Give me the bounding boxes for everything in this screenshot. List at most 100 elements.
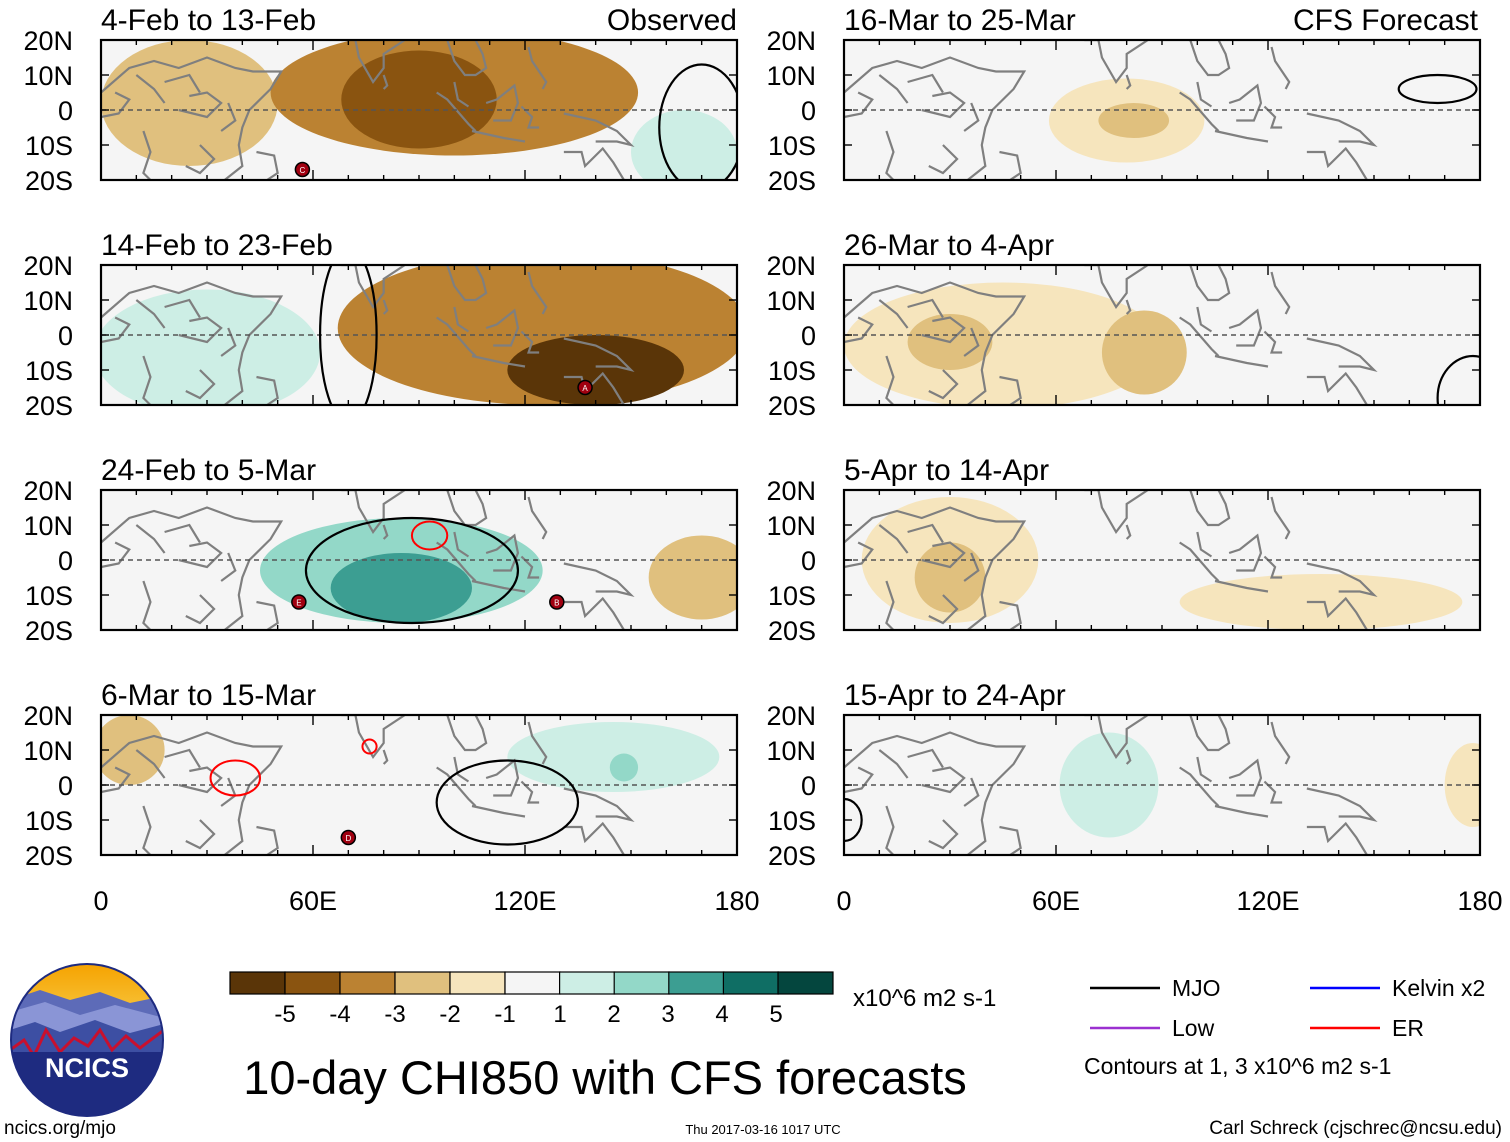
coastline [436, 316, 477, 357]
coastline [1084, 490, 1152, 534]
lon-tick: 0 [836, 886, 851, 916]
anomaly-region [507, 722, 720, 792]
anomaly-region [914, 542, 986, 613]
lat-tick: 10S [768, 581, 816, 611]
coastline [921, 541, 966, 569]
lat-tick: 20N [23, 476, 73, 506]
coastline [1270, 271, 1291, 315]
lat-tick: 10S [768, 356, 816, 386]
coastline [527, 46, 548, 90]
coastline [527, 721, 548, 765]
coastline [471, 354, 526, 368]
coastline [220, 102, 237, 132]
er-contour [361, 738, 378, 755]
lon-tick: 0 [93, 886, 108, 916]
coastline [563, 112, 635, 148]
lat-tick: 20N [766, 476, 816, 506]
coastline [101, 506, 284, 630]
forecast-label: CFS Forecast [1293, 4, 1479, 37]
coastline [1179, 541, 1220, 582]
coastline [1306, 371, 1368, 405]
coastline [885, 130, 895, 180]
coastline [256, 825, 279, 855]
colorbar-tick: -3 [384, 1001, 405, 1028]
panel-period: 15-Apr to 24-Apr [844, 679, 1066, 712]
colorbar-swatch [558, 971, 616, 995]
coastline [928, 594, 959, 625]
coastline [256, 150, 279, 180]
coastline [878, 524, 909, 554]
mjo-contour [304, 516, 520, 625]
panel-period: 16-Mar to 25-Mar [844, 4, 1076, 37]
coastline [135, 74, 166, 104]
coastline [382, 524, 389, 540]
lat-tick: 0 [801, 96, 816, 126]
colorbar-labels: -5 -4 -3 -2 -1 1 2 3 4 5 [274, 1001, 782, 1028]
coastline [999, 600, 1022, 630]
lat-tick: 20N [766, 701, 816, 731]
map-panel: C 20N 10N 0 10S 20S 4-Feb to 13-Feb [23, 4, 739, 196]
lat-tick: 20N [23, 251, 73, 281]
coastline [1179, 766, 1220, 807]
map-content [844, 490, 1480, 630]
map-panel: D 20N 10N 0 10S 20S 6-Mar to 15-Mar [23, 679, 739, 871]
coastline [1228, 758, 1263, 797]
coastline [1263, 780, 1283, 804]
anomaly-region [507, 335, 684, 405]
lat-tick: 10N [23, 61, 73, 91]
coastline [446, 715, 488, 752]
colorbar [229, 971, 834, 995]
coastline [164, 748, 201, 769]
coastline [963, 102, 980, 132]
lat-tick: 20S [25, 391, 73, 421]
coastline [135, 524, 166, 554]
storm-icon: E [291, 594, 307, 610]
colorbar-tick: 2 [607, 1001, 620, 1028]
coastline [1189, 265, 1231, 302]
legend-kelvin-label: Kelvin x2 [1392, 975, 1485, 1001]
colorbar-tick: -1 [494, 1001, 515, 1028]
map-panel: 20N 10N 0 10S 20S 26-Mar to 4-Apr [766, 229, 1482, 421]
coastline [1306, 821, 1368, 855]
coastline [446, 490, 488, 527]
coastline [185, 594, 216, 625]
storm-id: B [554, 599, 559, 608]
coastline [963, 777, 980, 807]
lon-axis-left: 0 60E 120E 180 [93, 886, 759, 916]
coastline [1179, 91, 1220, 132]
mjo-contour [658, 63, 737, 180]
coastline [563, 596, 625, 630]
coastline [928, 369, 959, 400]
lat-tick: 20S [25, 166, 73, 196]
coastline [1263, 555, 1283, 579]
coastline [485, 533, 520, 572]
coastline [1228, 533, 1263, 572]
coastline [453, 81, 470, 108]
storm-id: A [582, 384, 588, 393]
coastline [178, 316, 223, 344]
coastline [453, 306, 470, 333]
colorbar-tick: 4 [715, 1001, 728, 1028]
coastline [220, 327, 237, 357]
lat-tick: 0 [801, 546, 816, 576]
coastline [436, 766, 477, 807]
storm-id: E [296, 599, 301, 608]
colorbar-swatch [394, 971, 451, 995]
storm-icon: A [577, 379, 593, 396]
coastline [520, 330, 540, 354]
coastline [921, 766, 966, 794]
lat-tick: 20S [768, 841, 816, 871]
lat-tick: 20S [768, 391, 816, 421]
anomaly-region [648, 535, 737, 620]
storm-icon: D [340, 829, 357, 846]
coastline [485, 308, 520, 347]
map-panel: 20N 10N 0 10S 20S 16-Mar to 25-Mar [766, 4, 1482, 196]
coastline [1196, 306, 1213, 333]
lat-tick: 20N [766, 26, 816, 56]
lat-tick: 0 [58, 96, 73, 126]
coastline [485, 758, 520, 797]
coastline [485, 83, 520, 122]
coastline [563, 337, 635, 373]
